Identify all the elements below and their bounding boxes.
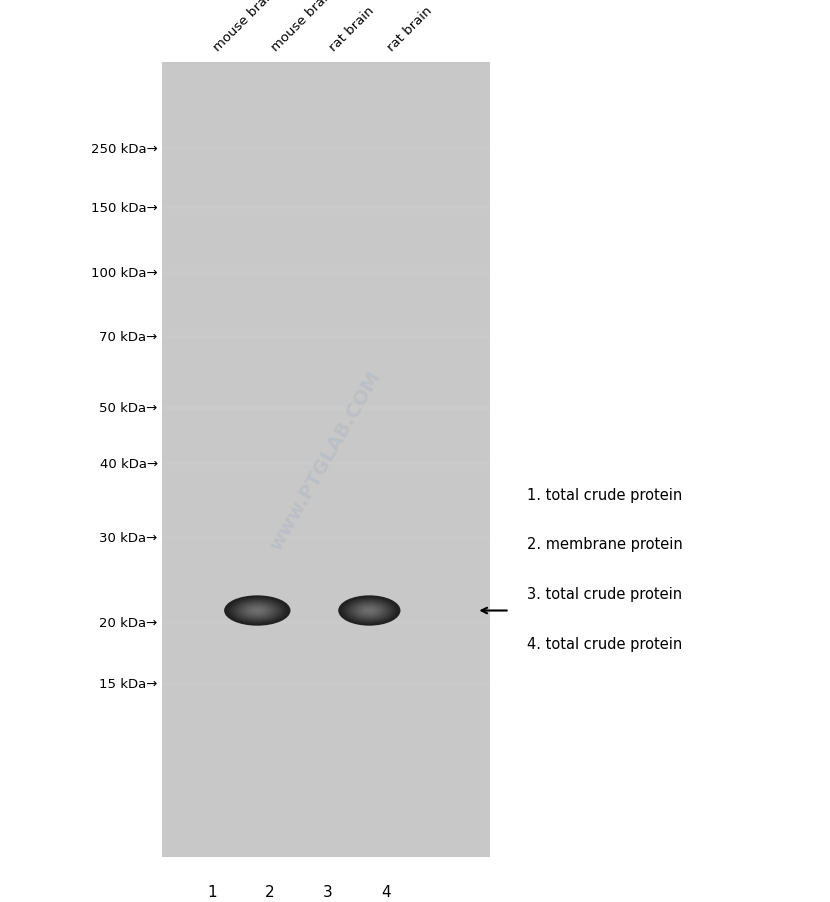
Ellipse shape bbox=[351, 602, 388, 620]
Text: 50 kDa→: 50 kDa→ bbox=[100, 402, 158, 415]
Bar bbox=[162, 621, 490, 624]
Text: 40 kDa→: 40 kDa→ bbox=[100, 457, 158, 471]
Ellipse shape bbox=[354, 603, 385, 619]
Ellipse shape bbox=[227, 597, 287, 624]
Ellipse shape bbox=[366, 610, 373, 612]
Ellipse shape bbox=[357, 604, 382, 617]
Ellipse shape bbox=[355, 604, 383, 618]
Ellipse shape bbox=[352, 603, 387, 619]
Text: 1. total crude protein: 1. total crude protein bbox=[527, 487, 682, 502]
Ellipse shape bbox=[244, 604, 271, 617]
Bar bbox=[162, 63, 490, 857]
Text: 2. membrane protein: 2. membrane protein bbox=[527, 537, 683, 552]
Text: rat brain: rat brain bbox=[327, 5, 377, 54]
Ellipse shape bbox=[239, 603, 276, 619]
Ellipse shape bbox=[247, 606, 267, 615]
Bar bbox=[162, 272, 490, 275]
Bar bbox=[162, 336, 490, 339]
Text: 100 kDa→: 100 kDa→ bbox=[91, 267, 158, 280]
Ellipse shape bbox=[236, 601, 279, 621]
Text: www.PTGLAB.COM: www.PTGLAB.COM bbox=[266, 367, 385, 553]
Ellipse shape bbox=[349, 601, 389, 621]
Ellipse shape bbox=[232, 600, 282, 622]
Ellipse shape bbox=[344, 599, 394, 623]
Ellipse shape bbox=[339, 596, 399, 625]
Bar bbox=[162, 407, 490, 410]
Text: 3. total crude protein: 3. total crude protein bbox=[527, 586, 682, 602]
Bar bbox=[162, 207, 490, 210]
Text: 250 kDa→: 250 kDa→ bbox=[91, 143, 158, 155]
Bar bbox=[162, 536, 490, 539]
Ellipse shape bbox=[348, 600, 391, 621]
Text: 3: 3 bbox=[323, 884, 333, 899]
Ellipse shape bbox=[343, 598, 396, 623]
Ellipse shape bbox=[364, 609, 374, 613]
Ellipse shape bbox=[249, 607, 266, 614]
Text: 15 kDa→: 15 kDa→ bbox=[100, 677, 158, 690]
Ellipse shape bbox=[237, 602, 277, 620]
Text: mouse brain: mouse brain bbox=[269, 0, 337, 54]
Ellipse shape bbox=[246, 605, 269, 616]
Ellipse shape bbox=[339, 595, 401, 626]
Ellipse shape bbox=[252, 609, 262, 613]
Bar bbox=[162, 147, 490, 151]
Ellipse shape bbox=[346, 600, 393, 622]
Ellipse shape bbox=[254, 610, 261, 612]
Text: 70 kDa→: 70 kDa→ bbox=[100, 330, 158, 344]
Ellipse shape bbox=[251, 608, 264, 614]
Ellipse shape bbox=[341, 597, 398, 624]
Text: 4. total crude protein: 4. total crude protein bbox=[527, 636, 682, 651]
Text: 30 kDa→: 30 kDa→ bbox=[100, 531, 158, 544]
Ellipse shape bbox=[242, 604, 272, 618]
Ellipse shape bbox=[224, 595, 290, 626]
Ellipse shape bbox=[360, 606, 378, 615]
Bar bbox=[162, 682, 490, 686]
Ellipse shape bbox=[229, 598, 286, 623]
Text: 150 kDa→: 150 kDa→ bbox=[91, 202, 158, 215]
Ellipse shape bbox=[226, 596, 289, 625]
Text: mouse brain: mouse brain bbox=[211, 0, 279, 54]
Ellipse shape bbox=[362, 607, 377, 614]
Text: 2: 2 bbox=[265, 884, 275, 899]
Ellipse shape bbox=[231, 599, 284, 623]
Text: rat brain: rat brain bbox=[385, 5, 435, 54]
Ellipse shape bbox=[241, 603, 274, 619]
Text: 20 kDa→: 20 kDa→ bbox=[100, 616, 158, 630]
Ellipse shape bbox=[359, 605, 380, 616]
Ellipse shape bbox=[234, 600, 281, 621]
Text: 1: 1 bbox=[207, 884, 217, 899]
Text: 4: 4 bbox=[381, 884, 391, 899]
Bar bbox=[162, 462, 490, 465]
Ellipse shape bbox=[364, 608, 376, 614]
